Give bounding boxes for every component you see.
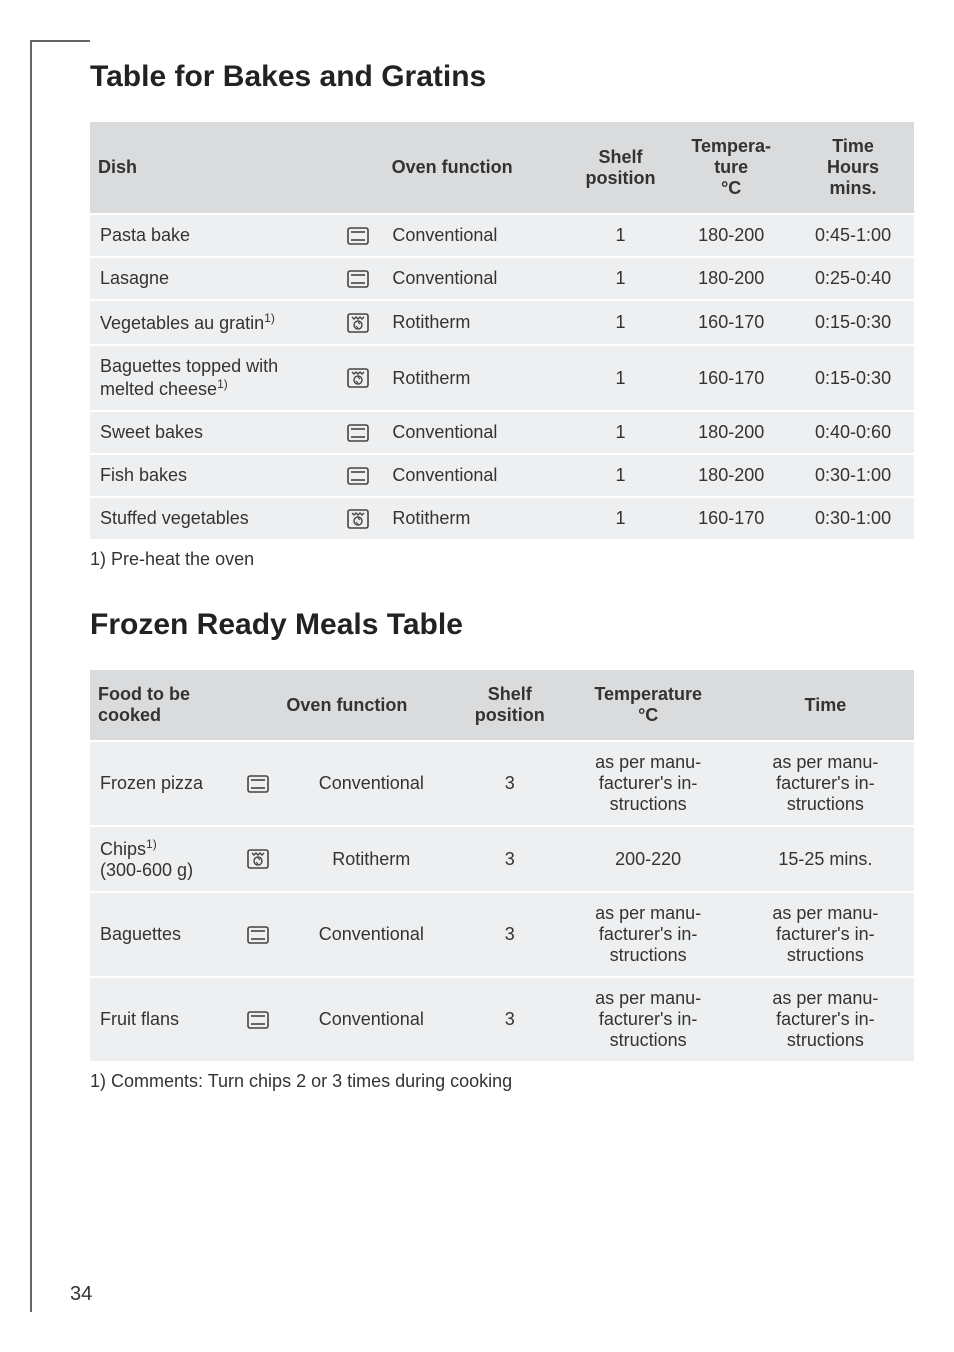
cell-shelf: 1 xyxy=(571,214,671,257)
th-time2: Time xyxy=(737,670,914,741)
section2-heading: Frozen Ready Meals Table xyxy=(90,608,914,642)
cell-temp: 180-200 xyxy=(670,454,792,497)
cell-food: Frozen pizza xyxy=(90,741,234,826)
oven-function-icon xyxy=(334,497,383,540)
cell-temp: as per manu- facturer's in- structions xyxy=(560,977,737,1062)
cell-time: 15-25 mins. xyxy=(737,826,914,892)
cell-time: 0:15-0:30 xyxy=(792,345,914,411)
cell-shelf: 3 xyxy=(460,741,560,826)
corner-decoration xyxy=(30,40,90,80)
cell-dish: Fish bakes xyxy=(90,454,334,497)
oven-function-icon xyxy=(234,977,283,1062)
cell-temp: 180-200 xyxy=(670,411,792,454)
oven-function-icon xyxy=(234,892,283,977)
table-row: Chips1)(300-600 g) Rotitherm3200-22015-25… xyxy=(90,826,914,892)
cell-func: Conventional xyxy=(283,741,460,826)
th-temp: Tempera- ture °C xyxy=(670,122,792,214)
cell-dish: Sweet bakes xyxy=(90,411,334,454)
cell-dish: Pasta bake xyxy=(90,214,334,257)
oven-function-icon xyxy=(334,214,383,257)
cell-dish: Vegetables au gratin1) xyxy=(90,300,334,345)
cell-time: as per manu- facturer's in- structions xyxy=(737,892,914,977)
cell-food: Baguettes xyxy=(90,892,234,977)
cell-food: Chips1)(300-600 g) xyxy=(90,826,234,892)
cell-func: Conventional xyxy=(382,257,570,300)
table-row: Sweet bakes Conventional1180-2000:40-0:60 xyxy=(90,411,914,454)
page-content: Table for Bakes and Gratins Dish Oven fu… xyxy=(90,60,914,1092)
cell-shelf: 3 xyxy=(460,892,560,977)
oven-function-icon xyxy=(334,345,383,411)
cell-dish: Baguettes topped with melted cheese1) xyxy=(90,345,334,411)
cell-time: 0:30-1:00 xyxy=(792,497,914,540)
cell-temp: 160-170 xyxy=(670,497,792,540)
cell-temp: as per manu- facturer's in- structions xyxy=(560,741,737,826)
oven-function-icon xyxy=(334,454,383,497)
table-row: Frozen pizzaConventional3as per manu- fa… xyxy=(90,741,914,826)
th-temp2: Temperature °C xyxy=(560,670,737,741)
cell-func: Conventional xyxy=(283,892,460,977)
cell-temp: 180-200 xyxy=(670,257,792,300)
cell-func: Conventional xyxy=(283,977,460,1062)
cell-shelf: 3 xyxy=(460,826,560,892)
cell-time: 0:40-0:60 xyxy=(792,411,914,454)
cell-time: 0:15-0:30 xyxy=(792,300,914,345)
cell-func: Rotitherm xyxy=(382,300,570,345)
cell-time: as per manu- facturer's in- structions xyxy=(737,977,914,1062)
cell-shelf: 1 xyxy=(571,454,671,497)
oven-function-icon xyxy=(234,826,283,892)
th-food: Food to be cooked xyxy=(90,670,234,741)
cell-temp: 160-170 xyxy=(670,300,792,345)
cell-shelf: 1 xyxy=(571,497,671,540)
bakes-gratins-table: Dish Oven function Shelf position Temper… xyxy=(90,122,914,541)
page-number: 34 xyxy=(70,1283,92,1306)
frozen-meals-table: Food to be cooked Oven function Shelf po… xyxy=(90,670,914,1063)
th-oven-func: Oven function xyxy=(334,122,571,214)
cell-func: Rotitherm xyxy=(382,497,570,540)
th-shelf2: Shelf position xyxy=(460,670,560,741)
cell-time: 0:25-0:40 xyxy=(792,257,914,300)
cell-func: Rotitherm xyxy=(283,826,460,892)
cell-shelf: 3 xyxy=(460,977,560,1062)
oven-function-icon xyxy=(334,257,383,300)
oven-function-icon xyxy=(334,411,383,454)
section1-heading: Table for Bakes and Gratins xyxy=(90,60,914,94)
table-row: BaguettesConventional3as per manu- factu… xyxy=(90,892,914,977)
cell-func: Conventional xyxy=(382,454,570,497)
th-time: Time Hours mins. xyxy=(792,122,914,214)
th-dish: Dish xyxy=(90,122,334,214)
section2-footnote: 1) Comments: Turn chips 2 or 3 times dur… xyxy=(90,1071,914,1092)
cell-time: as per manu- facturer's in- structions xyxy=(737,741,914,826)
table-row: Baguettes topped with melted cheese1) Rot… xyxy=(90,345,914,411)
table-row: Lasagne Conventional1180-2000:25-0:40 xyxy=(90,257,914,300)
cell-dish: Lasagne xyxy=(90,257,334,300)
th-oven-func2: Oven function xyxy=(234,670,460,741)
cell-time: 0:45-1:00 xyxy=(792,214,914,257)
oven-function-icon xyxy=(334,300,383,345)
cell-func: Conventional xyxy=(382,214,570,257)
cell-func: Rotitherm xyxy=(382,345,570,411)
cell-func: Conventional xyxy=(382,411,570,454)
cell-temp: 160-170 xyxy=(670,345,792,411)
oven-function-icon xyxy=(234,741,283,826)
table-row: Fruit flansConventional3as per manu- fac… xyxy=(90,977,914,1062)
cell-temp: 180-200 xyxy=(670,214,792,257)
section1-footnote: 1) Pre-heat the oven xyxy=(90,549,914,570)
cell-temp: as per manu- facturer's in- structions xyxy=(560,892,737,977)
cell-shelf: 1 xyxy=(571,345,671,411)
cell-shelf: 1 xyxy=(571,257,671,300)
cell-time: 0:30-1:00 xyxy=(792,454,914,497)
cell-food: Fruit flans xyxy=(90,977,234,1062)
side-line xyxy=(30,40,32,1312)
cell-temp: 200-220 xyxy=(560,826,737,892)
cell-dish: Stuffed vegetables xyxy=(90,497,334,540)
table-row: Vegetables au gratin1) Rotitherm1160-1700… xyxy=(90,300,914,345)
table-row: Pasta bake Conventional1180-2000:45-1:00 xyxy=(90,214,914,257)
cell-shelf: 1 xyxy=(571,411,671,454)
table-row: Fish bakes Conventional1180-2000:30-1:00 xyxy=(90,454,914,497)
cell-shelf: 1 xyxy=(571,300,671,345)
th-shelf: Shelf position xyxy=(571,122,671,214)
table-row: Stuffed vegetables Rotitherm1160-1700:30-… xyxy=(90,497,914,540)
